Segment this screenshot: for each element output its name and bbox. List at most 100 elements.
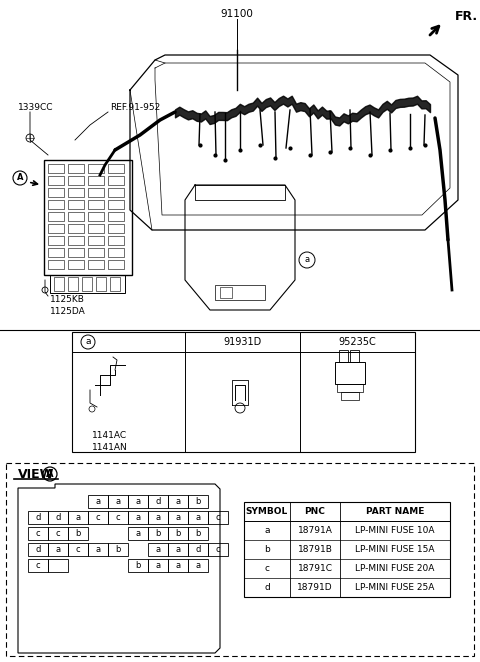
Bar — [88, 224, 104, 233]
Bar — [48, 176, 64, 185]
Bar — [28, 559, 48, 572]
Bar — [108, 511, 128, 524]
Bar — [339, 350, 348, 362]
Bar — [108, 188, 124, 197]
Text: a: a — [195, 513, 201, 522]
Text: c: c — [76, 545, 80, 554]
Text: 1141AC: 1141AC — [93, 432, 128, 440]
Text: a: a — [96, 545, 101, 554]
Bar — [108, 543, 128, 556]
Text: a: a — [135, 529, 141, 538]
Text: c: c — [116, 513, 120, 522]
Text: d: d — [264, 583, 270, 592]
Bar — [110, 277, 120, 291]
Text: a: a — [85, 338, 91, 346]
Bar — [28, 527, 48, 540]
Bar — [68, 511, 88, 524]
Text: A: A — [46, 469, 54, 479]
Bar — [108, 200, 124, 209]
Text: a: a — [175, 545, 180, 554]
Text: a: a — [55, 545, 60, 554]
Bar — [148, 527, 168, 540]
Text: a: a — [264, 526, 270, 535]
Bar — [148, 559, 168, 572]
Bar — [50, 275, 125, 293]
Text: LP-MINI FUSE 15A: LP-MINI FUSE 15A — [355, 545, 435, 554]
Text: 1125KB: 1125KB — [50, 295, 85, 305]
Bar — [88, 236, 104, 245]
Text: d: d — [156, 497, 161, 506]
Bar — [48, 164, 64, 173]
Bar — [48, 248, 64, 257]
Bar — [68, 212, 84, 221]
Bar — [48, 543, 68, 556]
Bar — [337, 384, 363, 392]
Bar — [54, 277, 64, 291]
Bar — [28, 543, 48, 556]
Text: b: b — [175, 529, 180, 538]
Text: d: d — [36, 545, 41, 554]
Bar — [72, 332, 415, 452]
Text: a: a — [304, 256, 310, 265]
Bar — [82, 277, 92, 291]
Bar — [188, 527, 208, 540]
Text: c: c — [36, 529, 40, 538]
Text: PART NAME: PART NAME — [366, 507, 424, 516]
Text: 91931D: 91931D — [223, 337, 261, 347]
Text: VIEW: VIEW — [18, 467, 54, 481]
Bar — [88, 164, 104, 173]
Text: c: c — [216, 545, 220, 554]
Text: LP-MINI FUSE 25A: LP-MINI FUSE 25A — [355, 583, 435, 592]
Bar — [68, 224, 84, 233]
Bar — [88, 212, 104, 221]
Bar — [96, 277, 106, 291]
Bar — [108, 224, 124, 233]
Text: d: d — [36, 513, 41, 522]
Bar — [108, 236, 124, 245]
Text: c: c — [36, 561, 40, 570]
Bar — [48, 224, 64, 233]
Bar — [108, 164, 124, 173]
Text: a: a — [175, 497, 180, 506]
Bar — [68, 527, 88, 540]
Text: 1339CC: 1339CC — [18, 103, 53, 113]
Text: LP-MINI FUSE 20A: LP-MINI FUSE 20A — [355, 564, 435, 573]
Text: d: d — [55, 513, 60, 522]
Bar — [88, 260, 104, 269]
Bar — [48, 260, 64, 269]
Bar — [220, 287, 232, 298]
Bar — [88, 495, 108, 508]
Bar — [68, 188, 84, 197]
Text: a: a — [156, 513, 161, 522]
Bar — [108, 495, 128, 508]
Bar — [168, 495, 188, 508]
Bar — [48, 559, 68, 572]
Bar — [168, 543, 188, 556]
Text: b: b — [195, 529, 201, 538]
Text: a: a — [175, 561, 180, 570]
Bar — [108, 260, 124, 269]
Bar — [68, 200, 84, 209]
Bar — [341, 392, 359, 400]
Bar — [244, 502, 450, 597]
Bar — [6, 463, 474, 656]
Bar — [88, 176, 104, 185]
Bar — [208, 543, 228, 556]
Bar — [88, 188, 104, 197]
Bar — [168, 559, 188, 572]
Text: A: A — [17, 173, 23, 183]
Bar — [108, 212, 124, 221]
Text: a: a — [115, 497, 120, 506]
Bar — [88, 200, 104, 209]
Bar — [88, 248, 104, 257]
Text: b: b — [156, 529, 161, 538]
Text: LP-MINI FUSE 10A: LP-MINI FUSE 10A — [355, 526, 435, 535]
Text: REF.91-952: REF.91-952 — [110, 103, 160, 113]
Text: a: a — [75, 513, 81, 522]
Text: a: a — [156, 561, 161, 570]
Text: PNC: PNC — [305, 507, 325, 516]
Text: b: b — [195, 497, 201, 506]
Bar — [48, 511, 68, 524]
Text: 18791B: 18791B — [298, 545, 333, 554]
Bar — [335, 362, 365, 384]
